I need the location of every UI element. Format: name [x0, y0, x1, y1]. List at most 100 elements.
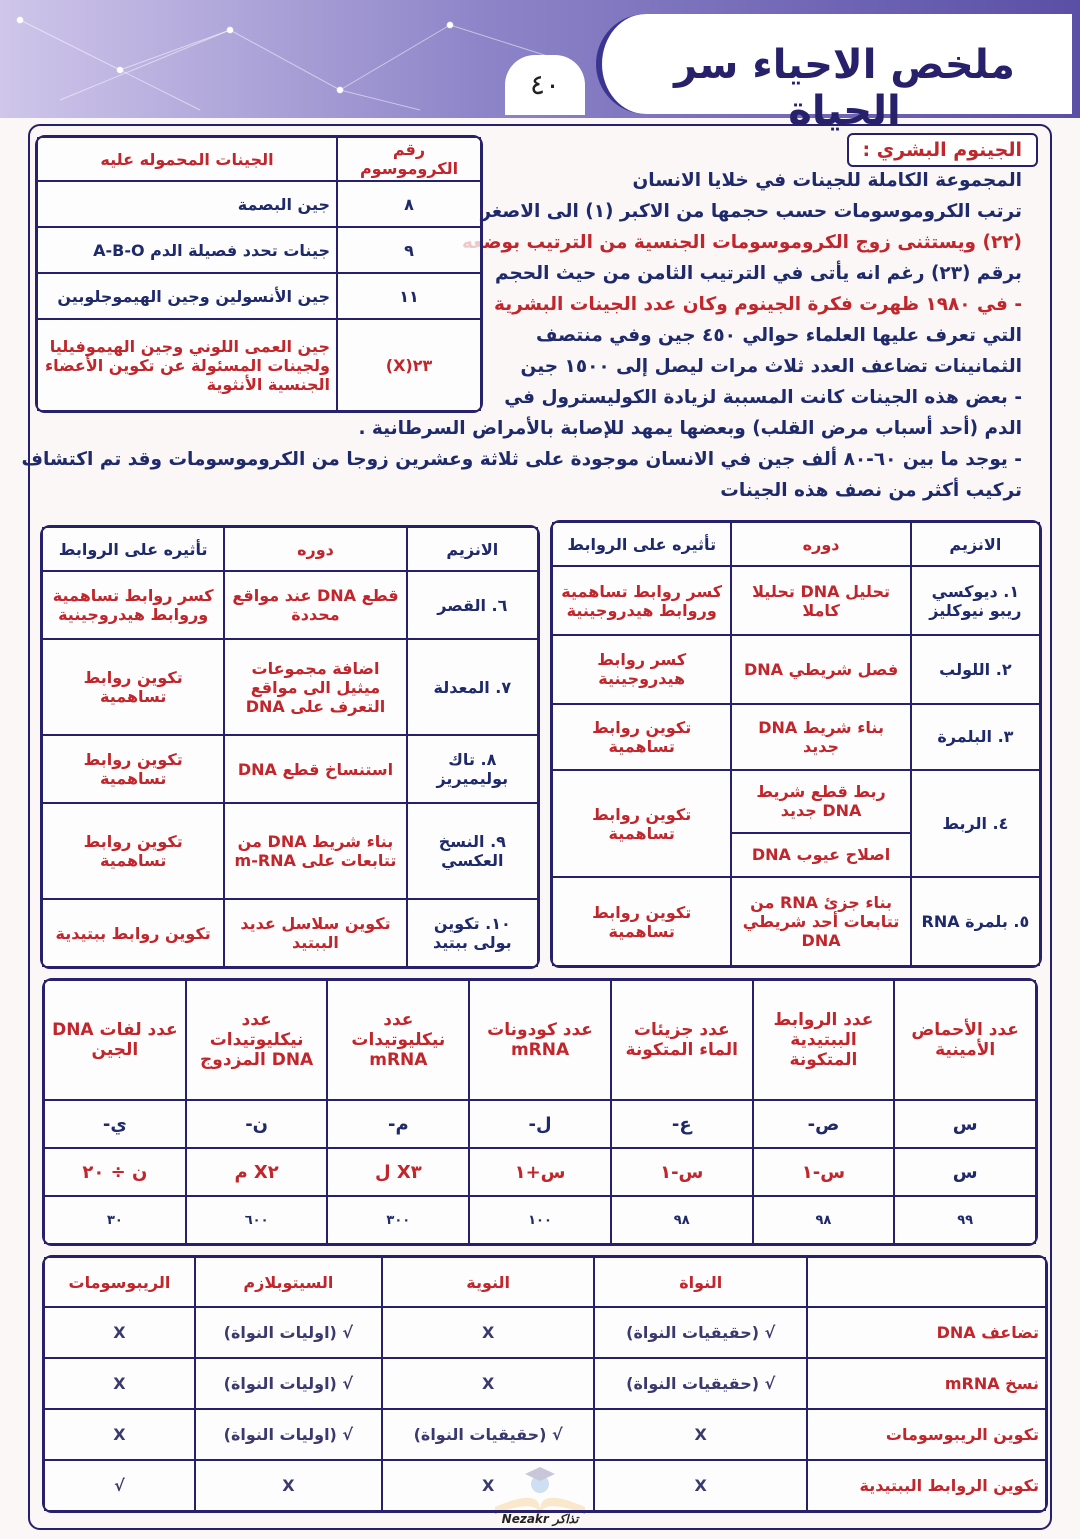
logo-text: Nezakr تذاكر	[501, 1512, 579, 1526]
header-cell: دوره	[224, 527, 407, 571]
row: اصلاح عيوب DNA	[552, 832, 1040, 878]
row: ١٠. تكوين بولى ببتيد تكوين سلاسل عديد الب…	[42, 899, 538, 967]
cell: جين العمى اللوني وجين الهيموفيليا ولجينا…	[37, 319, 337, 411]
text-line: ترتب الكروموسومات حسب حجمها من الاكبر (١…	[480, 201, 1022, 222]
row: ٢. اللولب فصل شريطي DNA كسر روابط هيدروجين…	[552, 635, 1040, 704]
cell: X	[44, 1358, 195, 1409]
row: تكوين الريبوسومات X √ (حقيقيات النواة) √ (ا…	[44, 1409, 1046, 1460]
row: ٥. بلمرة RNA بناء جزئ RNA من تتابعات أحد …	[552, 877, 1040, 966]
text-line: - يوجد ما بين ٦٠-٨٠ ألف جين في الانسان م…	[21, 449, 1022, 470]
enzyme-table: الانزيم دوره تأثيره على الروابط ٦. القصر قطع…	[40, 525, 540, 969]
cell: س	[894, 1100, 1036, 1148]
text-line: (٢٢) ويستثنى زوج الكروموسومات الجنسية من…	[461, 232, 1022, 253]
cell: بناء شريط DNA من تتابعات على m-RNA	[224, 803, 407, 899]
cell: تكوين روابط تساهمية	[42, 735, 225, 803]
row: ٤. الربط ربط قطع شريط DNA جديد تكوين روابط…	[552, 770, 1040, 878]
cell: م-	[327, 1100, 470, 1148]
cell: س+١	[469, 1148, 611, 1196]
header-cell: دوره	[731, 522, 911, 567]
cell: ٨	[337, 181, 481, 227]
row: ٧. المعدلة اضافة مجموعات ميثيل الى مواقع …	[42, 639, 538, 735]
text-line: تركيب أكثر من نصف هذه الجينات	[720, 480, 1022, 501]
header-cell: عدد لفات DNA الجين	[44, 980, 186, 1100]
cell: جين البصمة	[37, 181, 337, 227]
cell: ٤. الربط	[910, 770, 1040, 878]
section-heading: الجينوم البشري :	[846, 133, 1038, 167]
cell: ١١	[337, 273, 481, 319]
cell: √ (حقيقيات النواة)	[594, 1358, 807, 1409]
cell: تكوين روابط ببتيدية	[42, 899, 225, 967]
cell: ٣. البلمرة	[910, 703, 1040, 771]
counts-table: عدد الأحماض الأمينية عدد الروابط الببتيدي…	[42, 978, 1038, 1246]
cell: ٩٨	[752, 1196, 895, 1244]
cell: X	[381, 1307, 595, 1358]
header-cell: رقم الكروموسوم	[337, 137, 481, 181]
content-frame	[28, 124, 1052, 1530]
cell: ٩. النسخ العكسي	[406, 803, 538, 899]
cell: تكوين روابط تساهمية	[42, 639, 225, 735]
header-row: عدد الأحماض الأمينية عدد الروابط الببتيدي…	[44, 980, 1036, 1100]
cell: تكوين روابط تساهمية	[552, 770, 732, 878]
title-box: ملخص الاحياء سر الحياة	[596, 14, 1072, 134]
cell: ٢. اللولب	[910, 635, 1040, 704]
header-cell: عدد جزيئات الماء المتكونة	[610, 980, 753, 1100]
cell: تكوين روابط تساهمية	[552, 703, 732, 771]
cell: ل-	[469, 1100, 611, 1148]
row: ٨. تاك بوليميريز استنساخ قطع DNA تكوين روا…	[42, 735, 538, 803]
text-line: - في ١٩٨٠ ظهرت فكرة الجينوم وكان عدد الج…	[494, 294, 1022, 315]
row: ٨ جين البصمة	[37, 181, 481, 227]
header-network	[16, 16, 564, 111]
header-cell: الريبوسومات	[44, 1257, 195, 1307]
location-table: النواة النوية السيتوبلازم الريبوسومات تضاعف …	[42, 1255, 1048, 1513]
cell: ن-	[185, 1100, 328, 1148]
header-row: الانزيم دوره تأثيره على الروابط	[42, 527, 538, 571]
text-line: - بعض هذه الجينات كانت المسببة لزيادة ال…	[504, 387, 1022, 408]
cell: كسر روابط تساهمية وروابط هيدروجينية	[42, 571, 225, 639]
row: ٩. النسخ العكسي بناء شريط DNA من تتابعات …	[42, 803, 538, 899]
row: ١. ديوكسي ريبو نيوكليز تحليل DNA تحليلا ك…	[552, 566, 1040, 635]
text-line: برقم (٢٣) رغم انه يأتى في الترتيب الثامن…	[494, 263, 1022, 284]
cell: ٧. المعدلة	[406, 639, 538, 735]
cell: ٩	[337, 227, 481, 273]
cell: √ (اوليات النواة)	[194, 1409, 382, 1460]
header-cell: النوية	[381, 1257, 595, 1307]
cell: ٦. القصر	[406, 571, 538, 639]
header-cell: الانزيم	[406, 527, 538, 571]
row: نسخ mRNA √ (حقيقيات النواة) X √ (اوليات الن…	[44, 1358, 1046, 1409]
cell: فصل شريطي DNA	[731, 635, 911, 704]
header-cell: الجينات المحموله عليه	[37, 137, 337, 181]
cell: بناء شريط DNA جديد	[731, 703, 911, 771]
cell: تحليل DNA تحليلا كاملا	[731, 566, 911, 635]
cell: كسر روابط تساهمية وروابط هيدروجينية	[552, 566, 732, 635]
row: تكوين الروابط الببتيدية X X X √	[44, 1460, 1046, 1511]
row: ٩ جينات تحدد فصيلة الدم A-B-O	[37, 227, 481, 273]
row: ٦. القصر قطع DNA عند مواقع محددة كسر روابط…	[42, 571, 538, 639]
cell: ٦٠٠	[185, 1196, 328, 1244]
row-label: نسخ mRNA	[807, 1358, 1046, 1409]
cell: س-١	[752, 1148, 895, 1196]
cell: س-١	[610, 1148, 753, 1196]
cell: ١٠. تكوين بولى ببتيد	[406, 899, 538, 967]
cell: س	[894, 1148, 1036, 1196]
header-cell: عدد الروابط الببتيدية المتكونة	[752, 980, 895, 1100]
cell: ي-	[44, 1100, 186, 1148]
cell: √ (حقيقيات النواة)	[381, 1409, 595, 1460]
cell: X	[381, 1358, 595, 1409]
row: ٣. البلمرة بناء شريط DNA جديد تكوين روابط …	[552, 703, 1040, 771]
header-row: النواة النوية السيتوبلازم الريبوسومات	[44, 1257, 1046, 1307]
text-line: التي تعرف عليها العلماء حوالي ٤٥٠ جين وف…	[536, 325, 1022, 346]
cell: X	[44, 1307, 195, 1358]
cell: X	[194, 1460, 382, 1511]
cell: اضافة مجموعات ميثيل الى مواقع التعرف على…	[224, 639, 407, 735]
cell: X	[381, 1460, 595, 1511]
text-line: الدم (أحد أسباب مرض القلب) وبعضها يمهد ل…	[358, 418, 1022, 439]
cell: X	[44, 1409, 195, 1460]
cell: √	[44, 1460, 195, 1511]
header-cell: عدد نيكليوتيدات mRNA	[327, 980, 470, 1100]
cell: X٢ م	[185, 1148, 328, 1196]
cell: جينات تحدد فصيلة الدم A-B-O	[37, 227, 337, 273]
cell: X	[594, 1460, 807, 1511]
cell: ١٠٠	[469, 1196, 611, 1244]
